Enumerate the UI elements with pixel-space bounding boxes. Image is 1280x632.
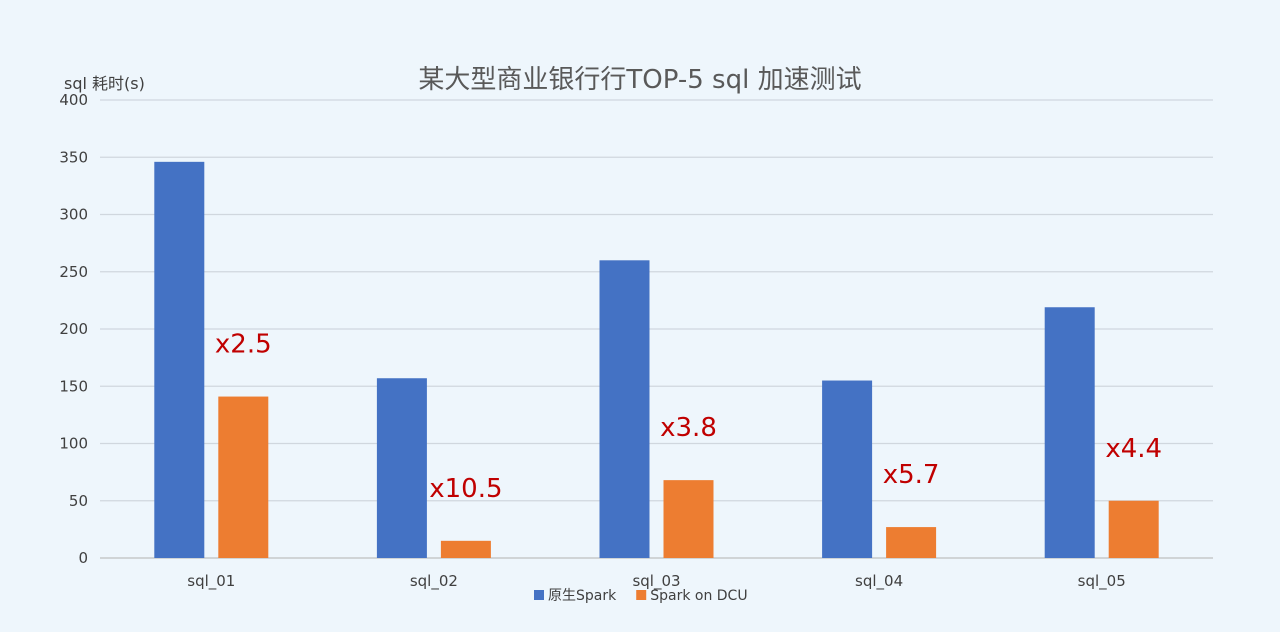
y-tick-labels: 0 50 100 150 200 250 300 350 400 [59, 91, 88, 567]
legend-swatch [636, 590, 647, 600]
legend-label: 原生Spark [548, 588, 617, 604]
bar-dcu-sql_02 [440, 540, 491, 558]
legend-swatch [534, 590, 544, 600]
bars [154, 161, 1159, 558]
category-label: sql_05 [1078, 572, 1126, 591]
y-tick-label: 200 [59, 320, 88, 338]
bar-dcu-sql_01 [218, 396, 269, 558]
category-label: sql_04 [855, 572, 903, 591]
y-tick-label: 100 [59, 435, 88, 453]
category-label: sql_02 [410, 572, 458, 591]
bar-native-sql_04 [822, 380, 873, 558]
legend: 原生Spark Spark on DCU [534, 588, 748, 604]
y-tick-label: 150 [59, 377, 88, 395]
bar-dcu-sql_04 [886, 527, 937, 558]
category-label: sql_03 [632, 572, 680, 591]
bar-native-sql_03 [599, 260, 650, 558]
chart-title: 某大型商业银行行TOP-5 sql 加速测试 [418, 65, 861, 95]
category-labels: sql_01 sql_02 sql_03 sql_04 sql_05 [187, 572, 1125, 591]
speedup-annotation: x10.5 [429, 474, 502, 504]
legend-label: Spark on DCU [650, 588, 747, 604]
y-axis-label: sql 耗时(s) [64, 74, 145, 93]
speedup-annotation: x5.7 [883, 460, 940, 490]
bar-native-sql_01 [154, 161, 205, 558]
bar-native-sql_02 [376, 378, 427, 558]
y-tick-label: 0 [78, 549, 88, 567]
speedup-annotation: x3.8 [660, 413, 717, 443]
speedup-annotations: x2.5 x10.5 x3.8 x5.7 x4.4 [215, 330, 1162, 504]
y-tick-label: 300 [59, 206, 88, 224]
y-tick-label: 400 [59, 91, 88, 109]
y-tick-label: 250 [59, 263, 88, 281]
speedup-annotation: x2.5 [215, 330, 272, 360]
y-tick-label: 350 [59, 148, 88, 166]
bar-dcu-sql_05 [1108, 500, 1159, 558]
bar-native-sql_05 [1044, 307, 1095, 558]
gridlines [100, 99, 1213, 559]
bar-dcu-sql_03 [663, 480, 714, 558]
y-tick-label: 50 [69, 492, 88, 510]
speedup-annotation: x4.4 [1105, 434, 1162, 464]
category-label: sql_01 [187, 572, 235, 591]
